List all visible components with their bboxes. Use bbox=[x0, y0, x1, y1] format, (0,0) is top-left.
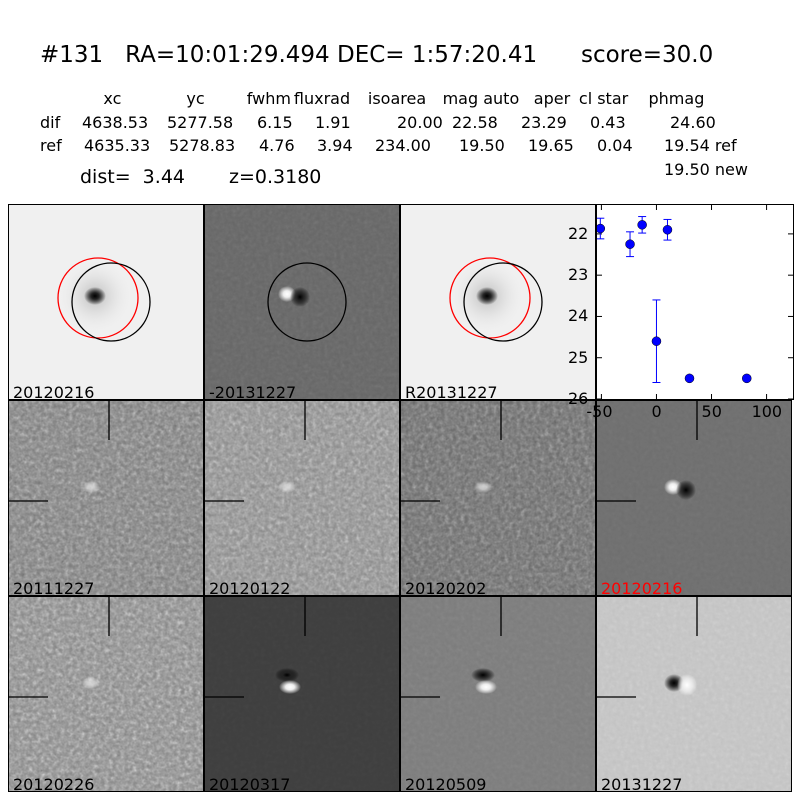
stamp-date-label: 20111227 bbox=[13, 579, 95, 596]
image-stamp: 20120216 bbox=[8, 204, 204, 400]
image-stamp: 20120216 bbox=[596, 400, 792, 596]
x-tick-label: 0 bbox=[651, 402, 662, 421]
stamp-date-label: 20120317 bbox=[209, 775, 291, 792]
light-curve-svg bbox=[595, 205, 793, 400]
phmag-new: 19.50 new bbox=[664, 160, 748, 179]
row-value: 5278.83 bbox=[169, 136, 236, 155]
row-value: 0.04 bbox=[597, 136, 633, 155]
stamp-date-label: -20131227 bbox=[209, 383, 297, 400]
y-tick-label: 26 bbox=[568, 389, 589, 408]
data-point bbox=[684, 373, 695, 384]
image-stamp: 20131227 bbox=[596, 596, 792, 792]
data-point bbox=[742, 373, 752, 384]
image-stamp: 20120122 bbox=[204, 400, 400, 596]
row-label: ref bbox=[40, 136, 62, 155]
stamp-image bbox=[205, 597, 399, 791]
image-stamp: 20120509 bbox=[400, 596, 596, 792]
data-point bbox=[625, 239, 635, 249]
stamp-image bbox=[597, 597, 791, 791]
ref-circle bbox=[449, 257, 531, 339]
row-value: 20.00 bbox=[397, 113, 443, 132]
data-point bbox=[595, 223, 606, 234]
data-point bbox=[637, 220, 647, 230]
stamp-date-label: 20131227 bbox=[601, 775, 683, 792]
row-value: 6.15 bbox=[257, 113, 293, 132]
column-header: aper bbox=[533, 89, 571, 108]
data-point bbox=[662, 225, 673, 235]
stamp-image bbox=[9, 205, 203, 399]
row-value: 0.43 bbox=[590, 113, 626, 132]
image-stamp: -20131227 bbox=[204, 204, 400, 400]
stamp-image bbox=[205, 205, 399, 399]
dif-circle bbox=[267, 262, 347, 342]
stamp-image bbox=[9, 401, 203, 595]
row-value: 23.29 bbox=[521, 113, 567, 132]
column-header: phmag bbox=[648, 89, 705, 108]
row-value: 4638.53 bbox=[82, 113, 149, 132]
y-tick-label: 22 bbox=[568, 223, 589, 243]
dif-circle bbox=[71, 262, 151, 342]
stamp-date-label: 20120226 bbox=[13, 775, 95, 792]
image-stamp: 20120317 bbox=[204, 596, 400, 792]
ref-circle bbox=[57, 257, 139, 339]
stamp-date-label: 20120122 bbox=[209, 579, 291, 596]
row-value: 19.50 bbox=[459, 136, 505, 155]
stamp-image bbox=[401, 597, 595, 791]
stamp-date-label: R20131227 bbox=[405, 383, 498, 400]
image-stamp: R20131227 bbox=[400, 204, 596, 400]
stamp-date-label: 20120509 bbox=[405, 775, 487, 792]
row-label: dif bbox=[40, 113, 61, 132]
column-header: xc bbox=[103, 89, 122, 108]
y-tick-label: 24 bbox=[568, 306, 589, 326]
x-tick-label: 100 bbox=[751, 402, 783, 421]
light-curve-plot bbox=[595, 204, 794, 400]
row-value: 234.00 bbox=[375, 136, 431, 155]
column-header: cl star bbox=[578, 89, 629, 108]
redshift-value: z=0.3180 bbox=[229, 166, 322, 188]
row-value: 3.94 bbox=[317, 136, 353, 155]
stamp-date-label: 20120216 bbox=[601, 579, 683, 596]
row-value: 5277.58 bbox=[167, 113, 234, 132]
row-value: 4635.33 bbox=[84, 136, 151, 155]
page-title: #131 RA=10:01:29.494 DEC= 1:57:20.41 sco… bbox=[40, 42, 714, 68]
row-value: 22.58 bbox=[452, 113, 498, 132]
source-blob bbox=[84, 287, 106, 305]
data-point bbox=[651, 336, 662, 346]
stamp-image bbox=[401, 401, 595, 595]
column-header: mag auto bbox=[442, 89, 520, 108]
row-value: 19.65 bbox=[528, 136, 574, 155]
row-value: 24.60 bbox=[670, 113, 716, 132]
stamp-image bbox=[401, 205, 595, 399]
column-header: fluxrad bbox=[293, 89, 351, 108]
stamp-image bbox=[9, 597, 203, 791]
stamp-date-label: 20120216 bbox=[13, 383, 95, 400]
column-header: yc bbox=[186, 89, 205, 108]
dif-circle bbox=[463, 262, 543, 342]
dist-value: dist= 3.44 bbox=[80, 166, 185, 188]
stamp-image bbox=[205, 401, 399, 595]
column-header: fwhm bbox=[246, 89, 291, 108]
y-tick-label: 23 bbox=[568, 265, 589, 285]
row-value: 19.54 ref bbox=[664, 136, 737, 155]
x-tick-label: 50 bbox=[701, 402, 722, 421]
image-stamp: 20120226 bbox=[8, 596, 204, 792]
stamp-image bbox=[597, 401, 791, 595]
column-header: isoarea bbox=[367, 89, 427, 108]
source-blob bbox=[476, 287, 498, 305]
row-value: 1.91 bbox=[315, 113, 351, 132]
image-stamp: 20120202 bbox=[400, 400, 596, 596]
y-tick-label: 25 bbox=[568, 347, 589, 367]
x-tick-label: -50 bbox=[586, 402, 613, 421]
image-stamp: 20111227 bbox=[8, 400, 204, 596]
stamp-date-label: 20120202 bbox=[405, 579, 487, 596]
row-value: 4.76 bbox=[259, 136, 295, 155]
